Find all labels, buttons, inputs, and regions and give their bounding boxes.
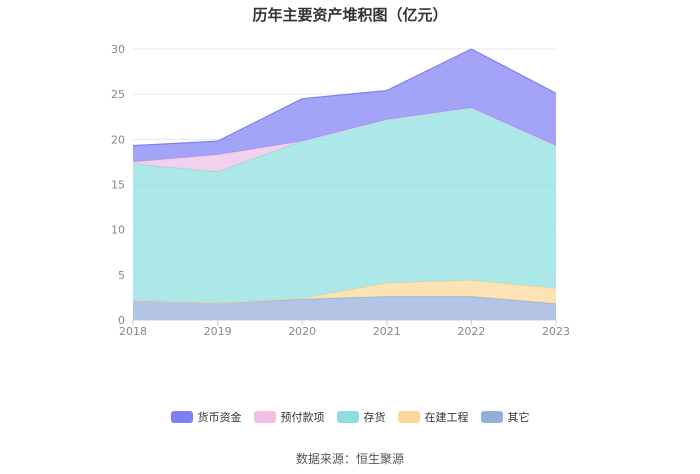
legend-label: 货币资金 <box>197 411 242 424</box>
data-source-note: 数据来源：恒生聚源 <box>295 452 404 466</box>
legend-item[interactable]: 货币资金 <box>170 409 242 425</box>
legend-swatch <box>336 411 359 423</box>
y-tick-label: 30 <box>111 43 125 56</box>
legend-label: 存货 <box>363 411 386 424</box>
legend-item[interactable]: 在建工程 <box>397 409 469 425</box>
y-tick-label: 10 <box>111 224 125 237</box>
legend-label: 预付款项 <box>280 411 325 424</box>
x-tick-label: 2021 <box>373 325 401 338</box>
legend-item[interactable]: 预付款项 <box>253 409 325 425</box>
legend-swatch <box>480 411 503 423</box>
legend-item[interactable]: 存货 <box>336 409 386 425</box>
legend-label: 其它 <box>507 411 530 424</box>
x-tick-label: 2022 <box>457 325 485 338</box>
legend-swatch <box>170 411 193 423</box>
axis-layer: 0 5 10 15 20 25 30 2018 2019 2020 2021 2022 2023 <box>111 43 570 338</box>
x-tick-label: 2018 <box>119 325 147 338</box>
x-tick-label: 2023 <box>542 325 570 338</box>
area-货币资金 <box>133 49 556 162</box>
y-tick-label: 0 <box>118 314 125 327</box>
legend-swatch <box>253 411 276 423</box>
y-tick-label: 15 <box>111 179 125 192</box>
chart-title: 历年主要资产堆积图（亿元） <box>252 6 448 24</box>
y-tick-label: 25 <box>111 88 125 101</box>
area-预付款项 <box>133 107 556 172</box>
y-tick-label: 5 <box>118 269 125 282</box>
area-layer <box>132 48 557 320</box>
y-tick-label: 20 <box>111 133 125 146</box>
area-line-预付款项 <box>132 107 557 163</box>
legend-swatch <box>397 411 420 423</box>
area-存货 <box>133 107 556 303</box>
legend-label: 在建工程 <box>424 411 469 424</box>
legend: 货币资金 预付款项 存货 在建工程 其它 <box>0 409 700 425</box>
legend-item[interactable]: 其它 <box>480 409 530 425</box>
area-line-货币资金 <box>132 48 557 147</box>
x-tick-label: 2019 <box>204 325 232 338</box>
area-在建工程 <box>133 280 556 304</box>
x-tick-label: 2020 <box>288 325 316 338</box>
